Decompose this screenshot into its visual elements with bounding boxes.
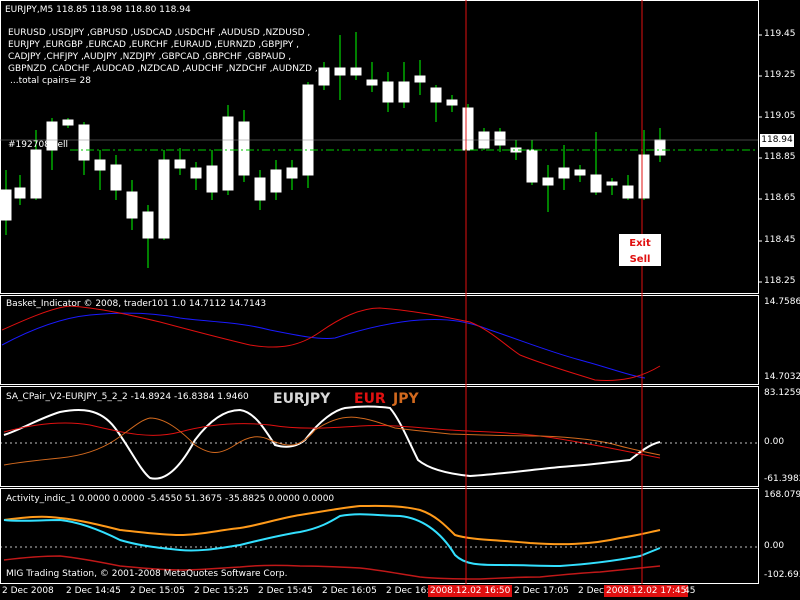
candle-body: [270, 169, 282, 193]
chart-header: EURJPY,M5 118.85 118.98 118.80 118.94: [5, 5, 191, 15]
cpair-quote-label: JPY: [393, 391, 419, 407]
candle-body: [158, 159, 170, 239]
candle-body: [654, 139, 666, 156]
candle-body: [398, 81, 410, 103]
candle-body: [606, 181, 618, 186]
candle-body: [110, 164, 122, 191]
time-axis-label: 2 Dec: [578, 586, 605, 596]
basket-blue-line: [1, 312, 646, 379]
price-axis-label: 119.05: [764, 111, 796, 121]
candle-body: [302, 84, 314, 176]
basket-axis-bottom: 14.7032: [764, 372, 800, 382]
candle-body: [254, 177, 266, 201]
candle-body: [238, 121, 250, 176]
candle-body: [574, 169, 586, 176]
price-axis-ticks: [758, 34, 762, 283]
candle-body: [14, 187, 26, 199]
time-axis-label: 2 Dec 17:05: [514, 586, 569, 596]
time-axis-label: 45: [684, 586, 696, 596]
candle-body: [366, 79, 378, 86]
cpair-axis-zero: 0.00: [764, 437, 785, 447]
activity-red-line: [3, 555, 661, 580]
time-axis-label: 2 Dec 15:25: [194, 586, 249, 596]
time-axis-label: 2 Dec 15:05: [130, 586, 185, 596]
candle-body: [430, 87, 442, 103]
total-pairs: ...total cpairs= 28: [10, 76, 91, 86]
time-marker-exit: 2008.12.02 17:45: [604, 585, 689, 597]
candle-body: [638, 154, 650, 199]
candle-body: [78, 124, 90, 161]
activity-axis-bottom: -102.693: [764, 570, 800, 580]
activity-orange-line: [3, 504, 661, 546]
pairs-line-3: CADJPY ,CHFJPY ,AUDJPY ,NZDJPY ,GBPCAD ,…: [8, 52, 292, 62]
candlestick-series: [0, 32, 666, 268]
cpair-red-line: [3, 422, 661, 459]
candle-body: [526, 149, 538, 183]
current-price-box: 118.94: [760, 134, 794, 147]
candle-body: [206, 165, 218, 193]
footer-copyright: MIG Trading Station, © 2001-2008 MetaQuo…: [6, 569, 288, 579]
candle-body: [334, 67, 346, 76]
cpair-base-label: EUR: [354, 391, 386, 407]
time-axis-label: 2 Dec 16:: [386, 586, 430, 596]
cpair-pair-label: EURJPY: [273, 391, 331, 407]
candle-body: [350, 67, 362, 76]
candle-body: [286, 167, 298, 179]
activity-panel-title: Activity_indic_1 0.0000 0.0000 -5.4550 5…: [6, 494, 335, 504]
candle-body: [46, 121, 58, 151]
candle-body: [62, 119, 74, 126]
basket-red-line: [1, 305, 661, 381]
candle-body: [174, 159, 186, 169]
cpair-white-line: [3, 405, 661, 480]
pairs-line-4: GBPNZD ,CADCHF ,AUDCAD ,NZDCAD ,AUDCHF ,…: [8, 64, 318, 74]
candle-body: [126, 191, 138, 219]
candle-body: [94, 159, 106, 171]
pairs-line-2: EURJPY ,EURGBP ,EURCAD ,EURCHF ,EURAUD ,…: [8, 40, 299, 50]
cpair-axis-top: 83.1259: [764, 388, 800, 398]
basket-panel-title: Basket_Indicator © 2008, trader101 1.0 1…: [6, 299, 267, 309]
cpair-axis-bottom: -61.3982: [764, 474, 800, 484]
time-axis-label: 2 Dec 15:45: [258, 586, 313, 596]
cpair-orange-line: [3, 416, 661, 466]
price-axis-label: 118.85: [764, 152, 796, 162]
time-axis-label: 2 Dec 14:45: [66, 586, 121, 596]
price-axis-label: 119.45: [764, 29, 796, 39]
basket-axis-top: 14.7586: [764, 297, 800, 307]
candle-body: [190, 167, 202, 179]
order-label[interactable]: #192708 sell: [8, 140, 68, 150]
candle-body: [0, 189, 12, 221]
cpair-panel-title: SA_CPair_V2-EURJPY_5_2_2 -14.8924 -16.83…: [6, 392, 249, 402]
candle-body: [558, 167, 570, 179]
candle-body: [446, 99, 458, 106]
price-axis-label: 118.25: [764, 276, 796, 286]
candle-body: [494, 131, 506, 146]
candle-body: [142, 211, 154, 239]
time-marker-entry: 2008.12.02 16:50: [428, 585, 513, 597]
time-axis-label: 2 Dec 2008: [2, 586, 54, 596]
candle-body: [622, 185, 634, 199]
candle-body: [414, 75, 426, 83]
candle-body: [590, 174, 602, 193]
exit-sell-label[interactable]: Exit Sell: [619, 234, 661, 266]
candle-body: [542, 177, 554, 186]
price-axis-label: 118.65: [764, 193, 796, 203]
candle-body: [382, 81, 394, 103]
activity-axis-zero: 0.00: [764, 541, 785, 551]
candle-body: [30, 149, 42, 199]
candle-body: [462, 107, 474, 151]
activity-cyan-line: [3, 513, 661, 568]
time-axis-label: 2 Dec 16:05: [322, 586, 377, 596]
candle-body: [222, 116, 234, 191]
pairs-line-1: EURUSD ,USDJPY ,GBPUSD ,USDCAD ,USDCHF ,…: [8, 28, 311, 38]
price-axis-label: 118.45: [764, 235, 796, 245]
activity-axis-top: 168.0794: [764, 490, 800, 500]
price-axis-label: 119.25: [764, 70, 796, 80]
candle-body: [318, 67, 330, 86]
panel-borders: [0, 0, 759, 584]
